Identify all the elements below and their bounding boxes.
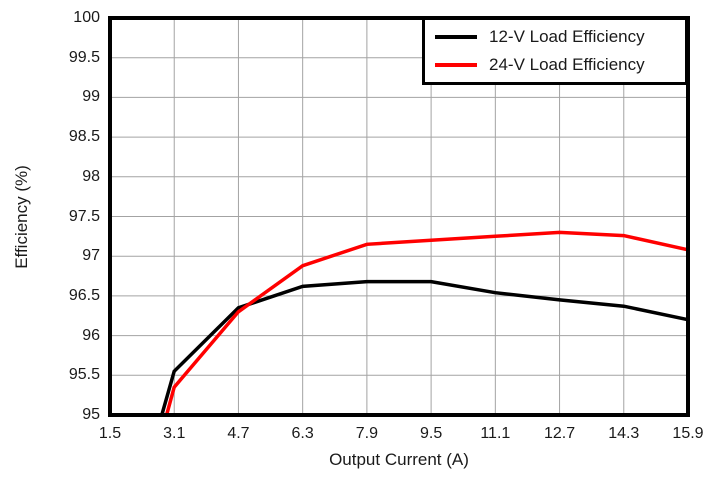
x-tick-label: 1.5 [98,425,122,442]
y-tick-label: 96 [82,326,100,344]
x-tick-label: 4.7 [227,425,250,442]
x-tick-label: 11.1 [480,425,511,442]
y-tick-label: 99.5 [68,48,100,66]
y-tick-label: 97.5 [68,207,100,225]
x-tick-label: 12.7 [543,425,576,442]
plot-border [108,16,690,417]
y-tick-label: 98.5 [68,128,100,146]
x-tick-label: 6.3 [291,425,314,442]
legend-label-24v: 24-V Load Efficiency [489,55,645,74]
y-tick-label: 99 [82,88,100,106]
legend: 12-V Load Efficiency 24-V Load Efficienc… [422,17,688,85]
legend-label-12v: 12-V Load Efficiency [489,27,645,46]
y-tick-label: 100 [73,9,100,26]
x-tick-label: 14.3 [608,425,640,442]
x-tick-label: 7.9 [355,425,378,442]
legend-line-sample-12v [435,35,477,39]
x-tick-label: 15.9 [672,425,704,442]
y-tick-label: 96.5 [68,286,100,304]
x-tick-label: 9.5 [419,425,443,442]
y-tick-label: 95 [82,406,100,423]
legend-entry-12v: 12-V Load Efficiency [435,25,685,50]
series-line-24v [164,230,689,416]
y-tick-label: 97 [82,247,100,265]
x-tick-label: 3.1 [163,425,186,442]
series-line-12v [160,279,689,416]
x-axis-title: Output Current (A) [329,450,469,469]
y-axis-title: Efficiency (%) [12,165,31,269]
y-tick-label: 98 [82,167,100,185]
legend-line-sample-24v [435,63,477,67]
y-tick-label: 95.5 [68,366,100,384]
legend-entry-24v: 24-V Load Efficiency [435,53,685,78]
